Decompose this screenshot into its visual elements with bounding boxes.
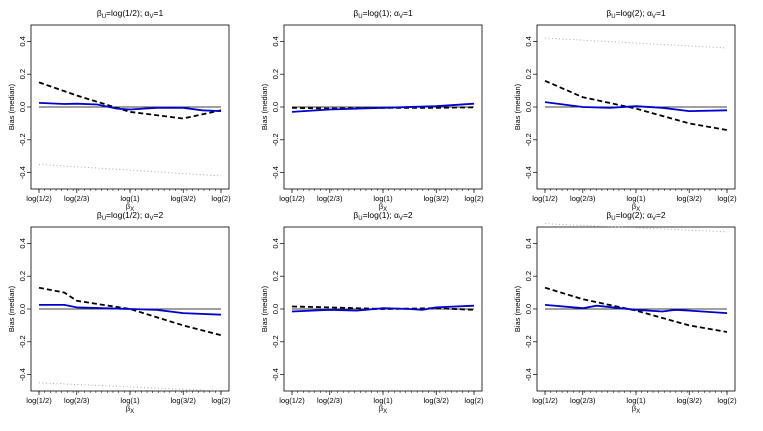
x-axis-label: βX: [379, 404, 387, 415]
series-gray-dotted: [544, 37, 728, 49]
x-tick-label: log(2): [717, 396, 737, 405]
x-tick-label: log(1/2): [26, 396, 52, 405]
y-axis-label: Bias (median): [7, 83, 16, 130]
panel-title: βU=log(1/2); αV=2: [97, 210, 164, 222]
y-tick-label: -0.4: [524, 368, 533, 381]
y-tick-label: 0.0: [524, 102, 533, 112]
chart-panel-6: βU=log(2); αV=2 -0.4 -0.2 0.0 0.2 0.4 Bias (me…: [513, 210, 737, 415]
y-tick-label: -0.2: [524, 335, 533, 348]
y-tick-label: -0.2: [18, 133, 27, 146]
x-tick-label: log(3/2): [677, 396, 703, 405]
y-tick-label: 0.0: [524, 304, 533, 314]
y-tick-label: 0.4: [271, 36, 280, 46]
x-tick-label: log(1): [626, 194, 646, 203]
y-axis-label: Bias (median): [513, 83, 522, 130]
series-black-dashed: [38, 81, 222, 120]
y-tick-label: 0.0: [271, 304, 280, 314]
panel-title: βU=log(1); αV=1: [353, 8, 413, 20]
x-tick-label: log(1): [120, 396, 140, 405]
y-axis-label: Bias (median): [260, 83, 269, 130]
y-tick-label: 0.2: [271, 271, 280, 281]
y-axis-label: Bias (median): [260, 285, 269, 332]
x-tick-label: log(2): [464, 396, 484, 405]
y-tick-label: 0.0: [18, 304, 27, 314]
y-tick-label: 0.0: [271, 102, 280, 112]
y-tick-label: 0.2: [524, 69, 533, 79]
chart-panel-2: βU=log(1); αV=1 -0.4 -0.2 0.0 0.2 0.4 Bias (me…: [260, 8, 484, 213]
chart-panel-4: βU=log(1/2); αV=2 -0.4 -0.2 0.0 0.2 0.4 Bias (…: [7, 210, 231, 415]
y-tick-label: 0.4: [18, 238, 27, 248]
series-gray-dotted: [38, 382, 222, 392]
y-tick-label: -0.4: [18, 368, 27, 381]
y-tick-label: 0.2: [271, 69, 280, 79]
x-tick-label: log(2): [211, 396, 231, 405]
y-tick-label: 0.4: [524, 36, 533, 46]
x-tick-label: log(1/2): [532, 194, 558, 203]
series-blue-solid: [544, 304, 728, 314]
y-tick-label: 0.4: [524, 238, 533, 248]
x-tick-label: log(1/2): [279, 396, 305, 405]
series-black-dashed: [38, 286, 222, 337]
x-axis-label: βX: [126, 202, 134, 213]
series-black-dashed: [544, 79, 728, 131]
y-tick-label: 0.0: [18, 102, 27, 112]
x-tick-label: log(2/3): [64, 194, 90, 203]
series-blue-solid: [291, 102, 475, 113]
x-axis-label: βX: [379, 202, 387, 213]
y-axis-label: Bias (median): [513, 285, 522, 332]
panel-title: βU=log(1/2); αV=1: [97, 8, 164, 20]
y-tick-label: -0.2: [271, 133, 280, 146]
chart-panel-1: βU=log(1/2); αV=1 -0.4 -0.2 0.0 0.2 0.4 Bias (…: [7, 8, 231, 213]
x-tick-label: log(2/3): [64, 396, 90, 405]
x-tick-label: log(1): [373, 194, 393, 203]
x-tick-label: log(1/2): [279, 194, 305, 203]
y-tick-label: -0.4: [271, 166, 280, 179]
chart-panel-5: βU=log(1); αV=2 -0.4 -0.2 0.0 0.2 0.4 Bias (me…: [260, 210, 484, 415]
y-tick-label: -0.2: [18, 335, 27, 348]
x-tick-label: log(2): [211, 194, 231, 203]
x-tick-label: log(1/2): [26, 194, 52, 203]
chart-panel-3: βU=log(2); αV=1 -0.4 -0.2 0.0 0.2 0.4 Bias (me…: [513, 8, 737, 213]
y-tick-label: 0.4: [271, 238, 280, 248]
x-tick-label: log(3/2): [171, 194, 197, 203]
x-tick-label: log(3/2): [424, 396, 450, 405]
x-axis-label: βX: [632, 404, 640, 415]
y-axis-label: Bias (median): [7, 285, 16, 332]
x-tick-label: log(2): [717, 194, 737, 203]
x-tick-label: log(1/2): [532, 396, 558, 405]
x-axis-label: βX: [632, 202, 640, 213]
panel-title: βU=log(2); αV=1: [606, 8, 666, 20]
y-tick-label: 0.2: [524, 271, 533, 281]
x-tick-label: log(2/3): [570, 396, 596, 405]
y-tick-label: -0.4: [524, 166, 533, 179]
y-tick-label: -0.2: [524, 133, 533, 146]
y-tick-label: -0.4: [18, 166, 27, 179]
series-gray-dotted: [38, 163, 222, 177]
y-tick-label: 0.2: [18, 271, 27, 281]
panel-title: βU=log(2); αV=2: [606, 210, 666, 222]
x-tick-label: log(2): [464, 194, 484, 203]
x-tick-label: log(2/3): [570, 194, 596, 203]
x-tick-label: log(3/2): [677, 194, 703, 203]
x-tick-label: log(3/2): [424, 194, 450, 203]
series-blue-solid: [39, 303, 222, 316]
y-tick-label: -0.2: [271, 335, 280, 348]
y-tick-label: 0.4: [18, 36, 27, 46]
series-blue-solid: [38, 102, 222, 112]
series-black-dashed: [544, 286, 728, 333]
x-axis-label: βX: [126, 404, 134, 415]
x-tick-label: log(2/3): [317, 194, 343, 203]
panel-title: βU=log(1); αV=2: [353, 210, 413, 222]
series-gray-dotted: [544, 223, 728, 233]
x-tick-label: log(1): [373, 396, 393, 405]
series-blue-solid: [544, 101, 728, 113]
series-blue-solid: [291, 304, 475, 313]
y-tick-label: 0.2: [18, 69, 27, 79]
x-tick-label: log(1): [626, 396, 646, 405]
x-tick-label: log(2/3): [317, 396, 343, 405]
y-tick-label: -0.4: [271, 368, 280, 381]
x-tick-label: log(3/2): [171, 396, 197, 405]
x-tick-label: log(1): [120, 194, 140, 203]
